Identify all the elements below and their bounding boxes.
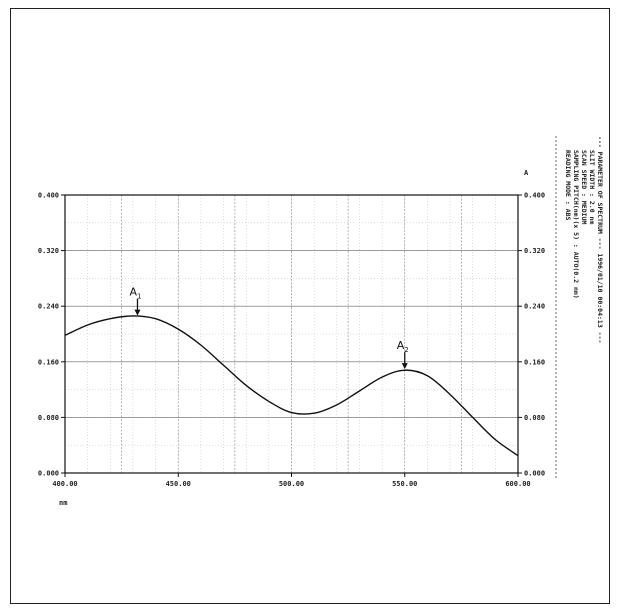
- x-tick-label: 550.00: [392, 480, 417, 488]
- y-axis-label: A: [524, 169, 529, 177]
- x-tick-label: 600.00: [505, 480, 530, 488]
- y-tick-label: 0.240: [38, 303, 59, 311]
- peak-label: A1: [129, 286, 141, 301]
- y-tick-label-right: 0.160: [524, 358, 545, 366]
- x-axis-label: nm: [59, 499, 67, 507]
- parameter-header: --- PARAMETER OF SPECTRUM --- 1996/01/10…: [596, 136, 604, 343]
- peak-annotations: A1 A2: [129, 286, 409, 370]
- y-axis-right: 0.000 0.080 0.160 0.240 0.320 0.400: [518, 192, 545, 478]
- x-tick-label: 500.00: [279, 480, 304, 488]
- y-tick-label: 0.000: [38, 470, 59, 478]
- x-tick-label: 400.00: [52, 480, 77, 488]
- arrow-head-icon: [134, 309, 141, 316]
- y-tick-label: 0.400: [38, 192, 59, 200]
- x-tick-label: 450.00: [166, 480, 191, 488]
- y-tick-label: 0.320: [38, 247, 59, 255]
- y-tick-label-right: 0.240: [524, 303, 545, 311]
- grid-major: [65, 195, 518, 473]
- arrow-head-icon: [401, 363, 408, 370]
- y-tick-label-right: 0.320: [524, 247, 545, 255]
- y-tick-label: 0.160: [38, 358, 59, 366]
- parameter-line: SAMPLING PITCH(nm)(x 5) : AUTO(0.2 nm): [572, 150, 580, 299]
- peak-annotation: A1: [129, 286, 141, 316]
- parameter-line: READING MODE : ABS: [564, 150, 572, 221]
- y-tick-label-right: 0.000: [524, 470, 545, 478]
- x-axis: 400.00 450.00 500.00 550.00 600.00: [52, 473, 531, 488]
- parameter-line: SCAN SPEED : MEDIUM: [580, 150, 588, 224]
- y-tick-label-right: 0.080: [524, 414, 545, 422]
- y-axis-left: 0.000 0.080 0.160 0.240 0.320 0.400: [38, 192, 65, 478]
- parameter-line: SLIT WIDTH : 2.0 nm: [588, 150, 596, 224]
- peak-annotation: A2: [397, 339, 409, 370]
- y-tick-label: 0.080: [38, 414, 59, 422]
- y-tick-label-right: 0.400: [524, 192, 545, 200]
- page-frame: [10, 8, 610, 604]
- peak-label: A2: [397, 339, 409, 354]
- parameter-block: --- PARAMETER OF SPECTRUM --- 1996/01/10…: [555, 136, 604, 480]
- series-line: [64, 315, 519, 457]
